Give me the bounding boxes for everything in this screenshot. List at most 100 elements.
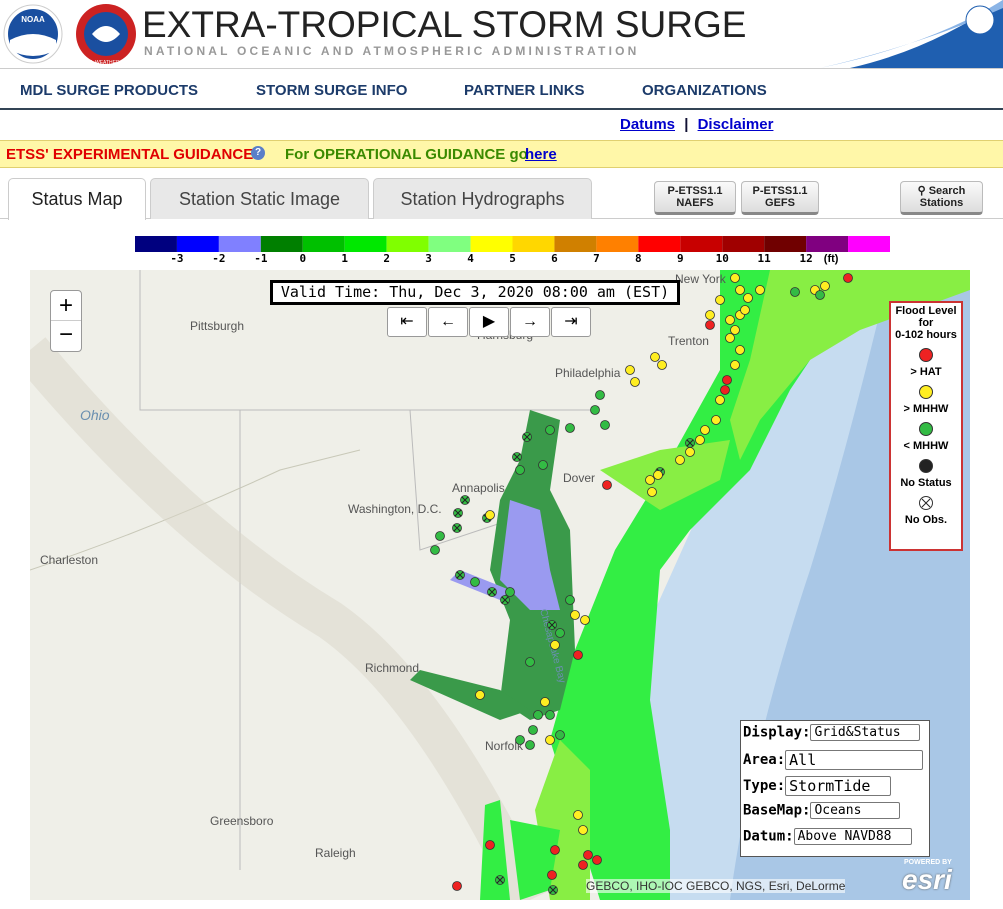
station-marker[interactable] [730, 360, 740, 370]
station-marker[interactable] [565, 423, 575, 433]
station-marker[interactable] [725, 333, 735, 343]
option-select[interactable]: Above NAVD88 [793, 828, 912, 845]
station-marker[interactable] [545, 710, 555, 720]
station-marker[interactable] [595, 390, 605, 400]
station-marker[interactable] [820, 281, 830, 291]
station-marker[interactable] [578, 860, 588, 870]
station-marker[interactable] [525, 740, 535, 750]
option-select[interactable]: Oceans [810, 802, 901, 819]
zoom-in[interactable]: + [51, 291, 81, 321]
station-marker[interactable] [570, 610, 580, 620]
station-marker[interactable] [725, 315, 735, 325]
disclaimer-link[interactable]: Disclaimer [697, 116, 774, 133]
option-select[interactable]: All [785, 750, 924, 770]
station-marker[interactable] [555, 628, 565, 638]
map[interactable]: New YorkPittsburghHarrisburgTrentonPhila… [30, 270, 970, 900]
station-marker[interactable] [533, 710, 543, 720]
station-marker[interactable] [435, 531, 445, 541]
station-marker[interactable] [550, 845, 560, 855]
anim-button[interactable]: ⇥ [551, 307, 591, 337]
anim-button[interactable]: ← [428, 307, 468, 337]
station-marker[interactable] [590, 405, 600, 415]
station-marker[interactable] [565, 595, 575, 605]
station-marker[interactable] [711, 415, 721, 425]
option-select[interactable]: Grid&Status [810, 724, 921, 741]
station-marker[interactable] [705, 310, 715, 320]
station-marker[interactable] [715, 295, 725, 305]
zoom-out[interactable]: − [58, 321, 73, 348]
station-marker[interactable] [600, 420, 610, 430]
station-marker[interactable] [685, 447, 695, 457]
search-button[interactable]: ⚲ Search Stations [900, 181, 983, 215]
station-marker[interactable] [755, 285, 765, 295]
station-marker[interactable] [583, 850, 593, 860]
station-marker[interactable] [730, 273, 740, 283]
station-marker[interactable] [843, 273, 853, 283]
nav-item[interactable]: ORGANIZATIONS [642, 82, 767, 99]
powered-by: POWERED BY [904, 859, 952, 866]
anim-button[interactable]: ▶ [469, 307, 509, 337]
station-marker[interactable] [545, 735, 555, 745]
station-marker[interactable] [452, 881, 462, 891]
station-marker[interactable] [515, 735, 525, 745]
station-marker[interactable] [475, 690, 485, 700]
station-marker[interactable] [650, 352, 660, 362]
station-marker[interactable] [743, 293, 753, 303]
option-label: Type: [743, 778, 786, 794]
station-marker[interactable] [547, 870, 557, 880]
naefs-button[interactable]: P-ETSS1.1 NAEFS [654, 181, 736, 215]
station-marker[interactable] [705, 320, 715, 330]
station-marker[interactable] [722, 375, 732, 385]
station-marker[interactable] [505, 587, 515, 597]
nav-item[interactable]: STORM SURGE INFO [256, 82, 408, 99]
anim-button[interactable]: → [510, 307, 550, 337]
station-marker[interactable] [430, 545, 440, 555]
station-marker[interactable] [580, 615, 590, 625]
station-marker[interactable] [700, 425, 710, 435]
station-marker[interactable] [545, 425, 555, 435]
station-marker[interactable] [625, 365, 635, 375]
station-marker[interactable] [538, 460, 548, 470]
station-marker[interactable] [470, 577, 480, 587]
state-border [30, 449, 361, 571]
station-marker[interactable] [647, 487, 657, 497]
datums-link[interactable]: Datums [620, 116, 676, 133]
help-icon[interactable]: ? [251, 146, 265, 160]
station-marker[interactable] [555, 730, 565, 740]
station-marker[interactable] [657, 360, 667, 370]
anim-button[interactable]: ⇤ [387, 307, 427, 337]
station-marker[interactable] [695, 435, 705, 445]
station-marker[interactable] [630, 377, 640, 387]
station-marker[interactable] [485, 840, 495, 850]
station-marker[interactable] [720, 385, 730, 395]
station-marker[interactable] [602, 480, 612, 490]
station-marker[interactable] [528, 725, 538, 735]
station-marker[interactable] [653, 470, 663, 480]
station-marker[interactable] [573, 810, 583, 820]
station-marker[interactable] [740, 305, 750, 315]
here-link[interactable]: here [525, 146, 557, 163]
station-marker[interactable] [550, 640, 560, 650]
station-marker[interactable] [735, 285, 745, 295]
tab[interactable]: Station Static Image [150, 178, 369, 219]
tab[interactable]: Station Hydrographs [373, 178, 592, 219]
station-marker[interactable] [540, 697, 550, 707]
station-marker[interactable] [645, 475, 655, 485]
station-marker[interactable] [525, 657, 535, 667]
gefs-button[interactable]: P-ETSS1.1 GEFS [741, 181, 819, 215]
station-marker[interactable] [592, 855, 602, 865]
tab-active[interactable]: Status Map [8, 178, 146, 220]
station-marker[interactable] [815, 290, 825, 300]
station-marker[interactable] [515, 465, 525, 475]
option-select[interactable]: StormTide [785, 776, 892, 796]
station-marker[interactable] [715, 395, 725, 405]
station-marker[interactable] [675, 455, 685, 465]
station-marker[interactable] [573, 650, 583, 660]
station-marker[interactable] [735, 345, 745, 355]
nav-item[interactable]: MDL SURGE PRODUCTS [20, 82, 199, 99]
station-marker[interactable] [790, 287, 800, 297]
station-marker[interactable] [578, 825, 588, 835]
station-marker[interactable] [485, 510, 495, 520]
nav-item[interactable]: PARTNER LINKS [464, 82, 585, 99]
station-marker[interactable] [730, 325, 740, 335]
